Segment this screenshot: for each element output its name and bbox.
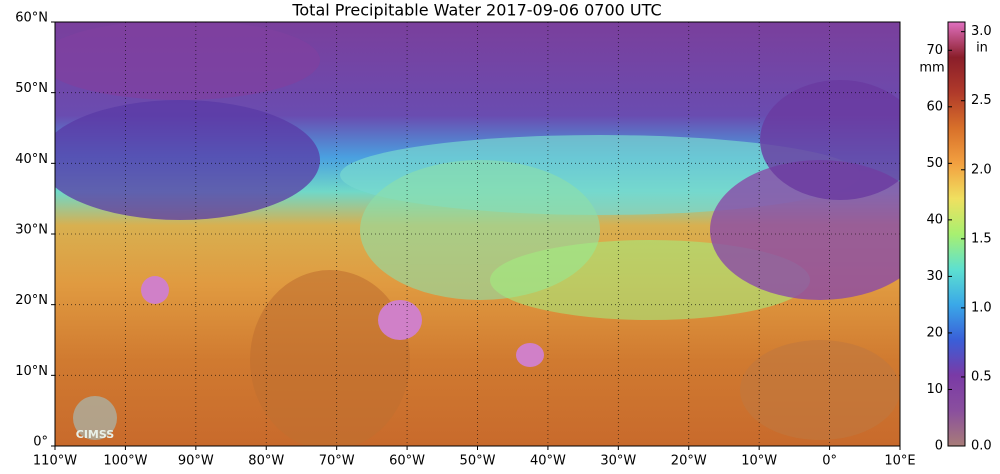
imagery [55, 22, 900, 446]
colorbar-mm-label: 40 [926, 212, 943, 227]
x-tick-label: 80°W [248, 454, 284, 469]
map-title: Total Precipitable Water 2017-09-06 0700… [291, 1, 661, 20]
x-tick-label: 50°W [460, 454, 496, 469]
x-tick-label: 100°W [103, 454, 147, 469]
colorbar [947, 21, 966, 447]
colorbar-in-label: 2.0 [971, 162, 992, 177]
colorbar-in-label: 2.5 [971, 93, 992, 108]
x-tick-label: 30°W [600, 454, 636, 469]
x-tick-label: 0° [822, 454, 837, 469]
colorbar-mm-label: 50 [926, 156, 943, 171]
x-tick-label: 10°E [884, 454, 915, 469]
logo-emblem [73, 396, 117, 440]
y-tick-label: 0° [33, 435, 48, 450]
colorbar-mm-label: 30 [926, 269, 943, 284]
y-tick-label: 10°N [15, 364, 48, 379]
colorbar-right-unit: in [976, 41, 988, 56]
x-tick-label: 60°W [389, 454, 425, 469]
y-tick-label: 40°N [15, 152, 48, 167]
x-tick-label: 70°W [319, 454, 355, 469]
y-tick-label: 50°N [15, 81, 48, 96]
colorbar-mm-label: 70 [926, 43, 943, 58]
logo-group: CIMSS [73, 396, 117, 441]
x-tick-label: 90°W [178, 454, 214, 469]
x-tick-label: 20°W [671, 454, 707, 469]
colorbar-mm-label: 20 [926, 325, 943, 340]
x-tick-label: 110°W [33, 454, 77, 469]
x-tick-label: 10°W [741, 454, 777, 469]
colorbar-in-label: 1.0 [971, 300, 992, 315]
colorbar-left-unit: mm [919, 61, 944, 76]
x-tick-label: 40°W [530, 454, 566, 469]
colorbar-mm-label: 10 [926, 382, 943, 397]
logo-text: CIMSS [76, 428, 115, 441]
colorbar-in-label: 0.5 [971, 369, 992, 384]
y-tick-label: 60°N [15, 11, 48, 26]
colorbar-mm-label: 0 [935, 439, 943, 454]
colorbar-mm-label: 60 [926, 99, 943, 114]
y-tick-label: 30°N [15, 223, 48, 238]
colorbar-in-label: 3.0 [971, 24, 992, 39]
colorbar-in-label: 0.0 [971, 439, 992, 454]
colorbar-in-label: 1.5 [971, 231, 992, 246]
y-tick-label: 20°N [15, 293, 48, 308]
